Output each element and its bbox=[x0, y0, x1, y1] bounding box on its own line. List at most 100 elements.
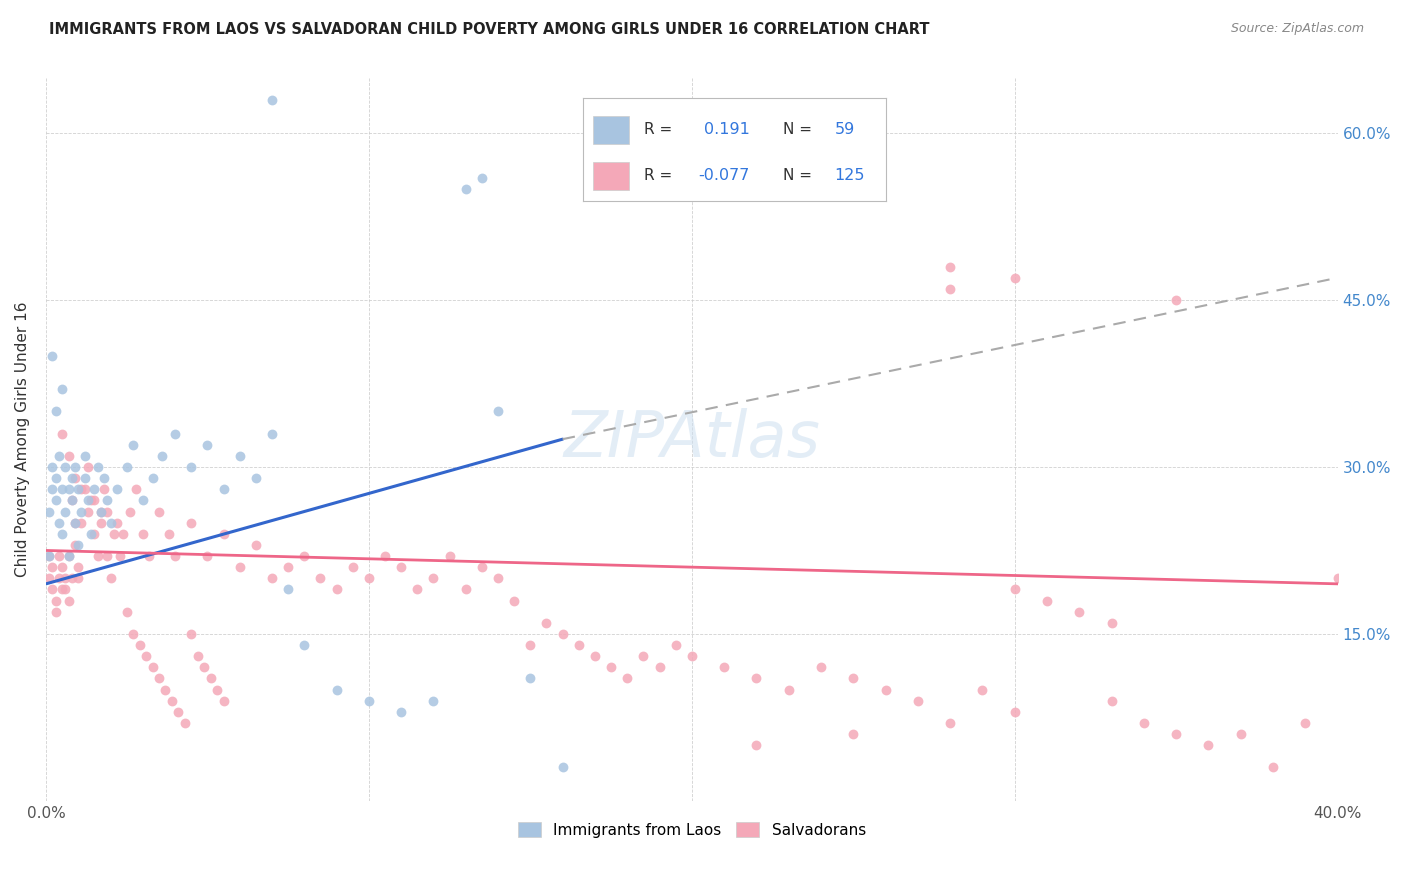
Point bbox=[58, 449, 80, 463]
Point bbox=[486, 571, 509, 585]
Point bbox=[292, 549, 315, 563]
Point bbox=[503, 593, 526, 607]
Point bbox=[357, 571, 380, 585]
Point bbox=[1004, 705, 1026, 719]
Point bbox=[51, 482, 73, 496]
Point bbox=[810, 660, 832, 674]
Point bbox=[277, 582, 299, 597]
Point bbox=[389, 560, 412, 574]
Point bbox=[41, 349, 63, 363]
Point bbox=[122, 438, 145, 452]
Point bbox=[77, 504, 100, 518]
Text: R =: R = bbox=[644, 168, 672, 183]
Point bbox=[100, 516, 122, 530]
Point bbox=[83, 482, 105, 496]
Point bbox=[907, 694, 929, 708]
Point bbox=[260, 426, 283, 441]
Point bbox=[245, 538, 267, 552]
Point bbox=[972, 682, 994, 697]
Point bbox=[53, 504, 76, 518]
Point bbox=[187, 649, 209, 664]
Point bbox=[38, 549, 60, 563]
Point bbox=[212, 482, 235, 496]
Point bbox=[551, 760, 574, 774]
Point bbox=[41, 482, 63, 496]
Point bbox=[48, 571, 70, 585]
Point bbox=[205, 682, 228, 697]
Point bbox=[53, 571, 76, 585]
Point bbox=[53, 460, 76, 475]
Point bbox=[212, 694, 235, 708]
Text: 0.191: 0.191 bbox=[704, 122, 751, 137]
Point bbox=[51, 560, 73, 574]
Point bbox=[67, 560, 90, 574]
Point bbox=[77, 460, 100, 475]
Point bbox=[96, 549, 118, 563]
Point bbox=[665, 638, 688, 652]
Text: 125: 125 bbox=[834, 168, 865, 183]
Point bbox=[633, 649, 655, 664]
Point bbox=[51, 426, 73, 441]
Point bbox=[157, 526, 180, 541]
Point bbox=[138, 549, 160, 563]
Point bbox=[93, 471, 115, 485]
Text: Source: ZipAtlas.com: Source: ZipAtlas.com bbox=[1230, 22, 1364, 36]
Point bbox=[41, 582, 63, 597]
Point bbox=[875, 682, 897, 697]
Point bbox=[90, 516, 112, 530]
Point bbox=[1229, 727, 1251, 741]
Point bbox=[60, 493, 83, 508]
Point bbox=[616, 672, 638, 686]
Point bbox=[141, 471, 163, 485]
Point bbox=[681, 649, 703, 664]
Point bbox=[93, 482, 115, 496]
Point bbox=[357, 694, 380, 708]
Point bbox=[180, 460, 202, 475]
Point bbox=[150, 449, 173, 463]
Text: IMMIGRANTS FROM LAOS VS SALVADORAN CHILD POVERTY AMONG GIRLS UNDER 16 CORRELATIO: IMMIGRANTS FROM LAOS VS SALVADORAN CHILD… bbox=[49, 22, 929, 37]
Point bbox=[471, 560, 494, 574]
Point bbox=[112, 526, 135, 541]
Point bbox=[51, 582, 73, 597]
Point bbox=[110, 549, 132, 563]
Point bbox=[141, 660, 163, 674]
Point bbox=[103, 526, 125, 541]
Point bbox=[38, 504, 60, 518]
Point bbox=[519, 638, 541, 652]
Point bbox=[58, 549, 80, 563]
Point bbox=[165, 426, 187, 441]
Point bbox=[648, 660, 671, 674]
Point bbox=[228, 449, 250, 463]
Point bbox=[67, 538, 90, 552]
Point bbox=[939, 716, 962, 731]
Point bbox=[155, 682, 177, 697]
Point bbox=[83, 526, 105, 541]
Point bbox=[422, 571, 444, 585]
Point bbox=[90, 504, 112, 518]
Point bbox=[77, 493, 100, 508]
Point bbox=[160, 694, 183, 708]
Point bbox=[48, 549, 70, 563]
Point bbox=[63, 516, 86, 530]
Point bbox=[277, 560, 299, 574]
Point bbox=[842, 727, 865, 741]
Point bbox=[63, 538, 86, 552]
Point bbox=[713, 660, 735, 674]
Point bbox=[583, 649, 606, 664]
Point bbox=[122, 627, 145, 641]
Point bbox=[454, 182, 477, 196]
Point bbox=[197, 549, 219, 563]
Point bbox=[1326, 571, 1348, 585]
Point bbox=[70, 516, 93, 530]
Point bbox=[939, 260, 962, 274]
Point bbox=[115, 460, 138, 475]
Point bbox=[132, 526, 155, 541]
Point bbox=[105, 482, 128, 496]
Point bbox=[745, 672, 768, 686]
Point bbox=[63, 516, 86, 530]
Point bbox=[745, 738, 768, 752]
Point bbox=[212, 526, 235, 541]
Point bbox=[70, 504, 93, 518]
Point bbox=[53, 582, 76, 597]
Point bbox=[180, 627, 202, 641]
